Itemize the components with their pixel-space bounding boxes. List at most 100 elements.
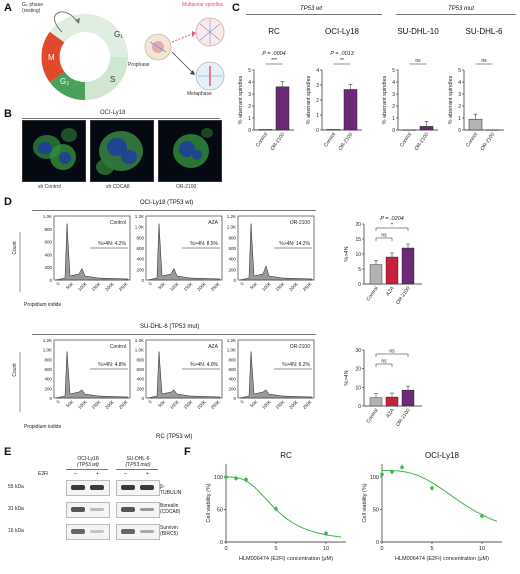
histogram-x-tick-label: 200K xyxy=(288,399,299,410)
panelb-title-rule xyxy=(22,118,220,119)
panelc-x-tick-label: Control xyxy=(323,132,337,149)
bar-x-tick-label: AZA xyxy=(385,407,396,419)
panelc-y-tick-label: 1 xyxy=(316,113,319,119)
histogram-y-tick-label: 1.0K xyxy=(135,348,144,353)
histogram-y-tick-label: 200 xyxy=(228,386,236,391)
bar-mark xyxy=(385,396,399,407)
g0-arrowhead xyxy=(75,18,80,24)
panelf-x-tick-label: 5 xyxy=(430,546,433,552)
panelf-y-axis-label: Cell viability (%) xyxy=(206,483,212,522)
cell-cycle-diagram: G₁ S G₂ M xyxy=(12,2,234,102)
histogram-gate-text: %>4N: 14.2% xyxy=(279,241,310,247)
blot-protein-3b: (BIRC5) xyxy=(160,531,179,537)
panelc-y-tick-label: 4 xyxy=(458,80,461,86)
panelc-y-tick-label: 0 xyxy=(392,128,395,134)
histogram-y-tick-label: 600 xyxy=(228,246,236,251)
blot-col2-sub: (TP53 mut) xyxy=(125,462,151,468)
g2-segment xyxy=(49,71,86,100)
bar-mark xyxy=(385,256,399,285)
blot-col1-sub: (TP53 wt) xyxy=(77,462,99,468)
panelc-y-tick-label: 3 xyxy=(392,92,395,98)
histogram-y-tick-label: 0 xyxy=(49,278,52,283)
panelc-y-tick-label: 4 xyxy=(248,80,251,86)
panelf-x-tick-label: 0 xyxy=(380,546,383,552)
histogram-x-tick-label: 200K xyxy=(196,281,207,292)
histogram-y-tick-label: 600 xyxy=(44,367,52,372)
histogram-x-tick-label: 50K xyxy=(65,281,74,290)
bar-sig-bracket xyxy=(375,237,393,241)
panelc-mut-rule xyxy=(396,14,516,15)
panelc-p-value: P = .0004 xyxy=(262,51,286,57)
bar-x-tick-label: AZA xyxy=(385,285,396,297)
histogram-gate-text: %>4N: 4.0% xyxy=(190,362,218,368)
panel-label-f: F xyxy=(184,446,191,458)
arrow-metaphase-head xyxy=(190,70,195,75)
bar-y-tick-label: 0 xyxy=(358,404,361,410)
blot-col2-rule xyxy=(116,469,158,470)
panel-label-b: B xyxy=(4,108,12,120)
panel-label-e: E xyxy=(4,446,12,458)
histogram-gate-text: %>4N: 4.8% xyxy=(98,362,126,368)
label-sh-cdca8: sh CDCA8 xyxy=(106,184,130,190)
panelc-chart-title: OCI-Ly18 xyxy=(325,27,359,36)
panelf-chart-title: RC xyxy=(280,451,292,460)
panel-label-d: D xyxy=(4,196,12,208)
histogram-y-tick-label: 400 xyxy=(136,257,144,262)
cell-cycle-svg: G₁ S G₂ M xyxy=(41,11,225,100)
panelc-sig-label: ns xyxy=(481,58,487,64)
panelc-y-axis-label: % aberrant spindles xyxy=(306,75,312,124)
histogram-x-tick-label: 150K xyxy=(91,399,102,410)
histogram-trace xyxy=(147,351,221,399)
panelc-bar xyxy=(468,118,483,131)
blot-treatment-label: E2Fi xyxy=(38,471,49,477)
panelc-y-tick-label: 0 xyxy=(458,128,461,134)
histogram-y-tick-label: 0 xyxy=(233,278,236,283)
histogram-x-tick-label: 200K xyxy=(288,281,299,292)
panelc-y-tick-label: 2 xyxy=(316,98,319,104)
histogram-x-tick-label: 50K xyxy=(249,399,258,408)
blot-band-borealin-a xyxy=(66,502,110,518)
panelc-y-tick-label: 1 xyxy=(248,116,251,122)
histogram-name: AZA xyxy=(208,344,218,350)
histogram-y-tick-label: 600 xyxy=(44,240,52,245)
histogram-y-tick-label: 1.2K xyxy=(227,338,236,343)
panelc-x-tick-label: OR-2100 xyxy=(338,132,355,152)
panelc-chart-title: SU-DHL-6 xyxy=(466,27,503,36)
panelf-y-tick-label: 100 xyxy=(214,475,223,481)
histogram-y-tick-label: 400 xyxy=(228,257,236,262)
panelc-wt-rule xyxy=(246,14,382,15)
bar-mark xyxy=(401,247,415,285)
histogram-y-tick-label: 1.0K xyxy=(227,225,236,230)
panelf-y-tick-label: 0 xyxy=(220,540,223,546)
histogram-x-tick-label: 50K xyxy=(157,399,166,408)
bar-mark xyxy=(369,264,383,285)
s-segment xyxy=(84,56,128,100)
paneld-row2-rule xyxy=(32,334,316,335)
panelc-y-tick-label: 4 xyxy=(392,80,395,86)
panelf-y-tick-label: 100 xyxy=(370,475,379,481)
panelc-y-tick-label: 2 xyxy=(392,104,395,110)
histogram-y-tick-label: 0 xyxy=(49,396,52,401)
arrow-to-metaphase xyxy=(171,51,193,73)
histogram-name: OR-2100 xyxy=(290,344,311,350)
blot-protein-3: Survivin xyxy=(160,525,178,531)
panelc-sig-label: *** xyxy=(271,58,277,64)
prophase-label: Prophase xyxy=(128,62,150,68)
panelf-x-tick-label: 5 xyxy=(274,546,277,552)
bar-x-tick-label: OR-2100 xyxy=(395,408,412,428)
panelf-y-tick-label: 50 xyxy=(217,508,223,514)
panelc-x-tick-label: OR-2100 xyxy=(480,132,497,152)
panelc-y-tick-label: 0 xyxy=(316,128,319,134)
histogram-name: OR-2100 xyxy=(290,220,311,226)
histogram-x-tick-label: 50K xyxy=(249,281,258,290)
blot-protein-1: β-TUBULIN xyxy=(160,484,182,496)
panelf-y-tick-label: 0 xyxy=(376,540,379,546)
panelc-y-axis-label: % aberrant spindles xyxy=(448,75,454,124)
histogram-gate-text: %>4N: 8.5% xyxy=(190,241,218,247)
blot-band-survivin-b xyxy=(116,524,160,540)
panelc-p-value: P = .0013 xyxy=(330,51,354,57)
panelc-y-tick-label: 5 xyxy=(392,68,395,74)
